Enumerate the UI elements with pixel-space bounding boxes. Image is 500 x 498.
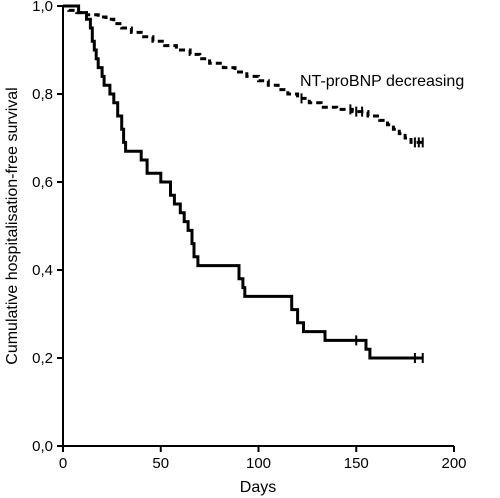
x-tick-label: 50 (152, 455, 169, 472)
y-axis-title: Cumulative hospitalisation-free survival (4, 87, 21, 364)
y-tick-label: 0,0 (32, 438, 53, 455)
series-annotation: NT-proBNP decreasing (300, 73, 464, 90)
y-tick-label: 0,6 (32, 174, 53, 191)
x-tick-label: 100 (246, 455, 271, 472)
censor-marks (300, 93, 424, 363)
axes (62, 6, 454, 447)
tick-labels: 0 50 100 150 200 0,0 0,2 0,4 0,6 0,8 1,0 (32, 0, 466, 472)
tick-marks (57, 5, 455, 452)
y-tick-label: 0,8 (32, 86, 53, 103)
x-axis-title: Days (240, 479, 276, 496)
y-tick-label: 0,4 (32, 262, 53, 279)
x-tick-label: 150 (344, 455, 369, 472)
x-tick-label: 0 (59, 455, 67, 472)
survival-curves (63, 4, 427, 360)
series-line (63, 4, 427, 144)
series-line (63, 4, 423, 360)
y-tick-label: 0,2 (32, 350, 53, 367)
x-tick-label: 200 (441, 455, 466, 472)
y-tick-label: 1,0 (32, 0, 53, 15)
